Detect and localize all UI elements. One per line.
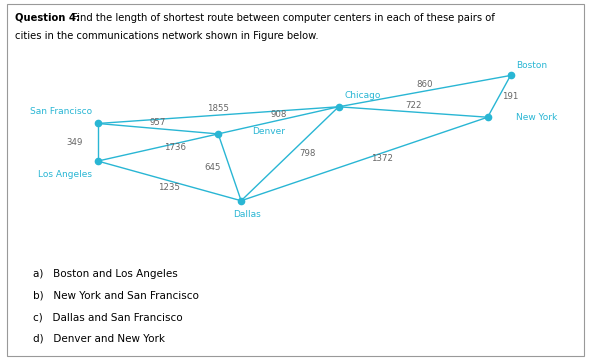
Text: 191: 191 — [502, 92, 519, 101]
Text: d)   Denver and New York: d) Denver and New York — [33, 334, 164, 344]
Text: 798: 798 — [299, 149, 315, 158]
Text: a)   Boston and Los Angeles: a) Boston and Los Angeles — [33, 269, 177, 279]
Text: 349: 349 — [67, 138, 83, 147]
Text: 957: 957 — [150, 118, 166, 127]
Text: San Francisco: San Francisco — [30, 108, 92, 117]
Text: cities in the communications network shown in Figure below.: cities in the communications network sho… — [15, 31, 319, 41]
Text: Question 4:: Question 4: — [15, 13, 80, 23]
Text: New York: New York — [517, 113, 557, 122]
Text: 645: 645 — [204, 163, 220, 172]
Text: 1855: 1855 — [207, 104, 229, 113]
Text: Los Angeles: Los Angeles — [38, 170, 92, 179]
Text: 1235: 1235 — [158, 183, 180, 192]
Text: Dallas: Dallas — [233, 210, 261, 219]
Text: c)   Dallas and San Francisco: c) Dallas and San Francisco — [33, 312, 182, 322]
Text: 908: 908 — [270, 109, 287, 118]
Text: Boston: Boston — [517, 60, 547, 69]
Text: 860: 860 — [416, 80, 433, 89]
Text: Chicago: Chicago — [345, 91, 381, 100]
Text: Denver: Denver — [252, 127, 285, 136]
Text: b)   New York and San Francisco: b) New York and San Francisco — [33, 291, 199, 301]
Text: 1372: 1372 — [371, 154, 392, 163]
Text: 1736: 1736 — [164, 143, 186, 152]
Text: 722: 722 — [405, 101, 421, 110]
Text: Find the length of shortest route between computer centers in each of these pair: Find the length of shortest route betwee… — [69, 13, 495, 23]
